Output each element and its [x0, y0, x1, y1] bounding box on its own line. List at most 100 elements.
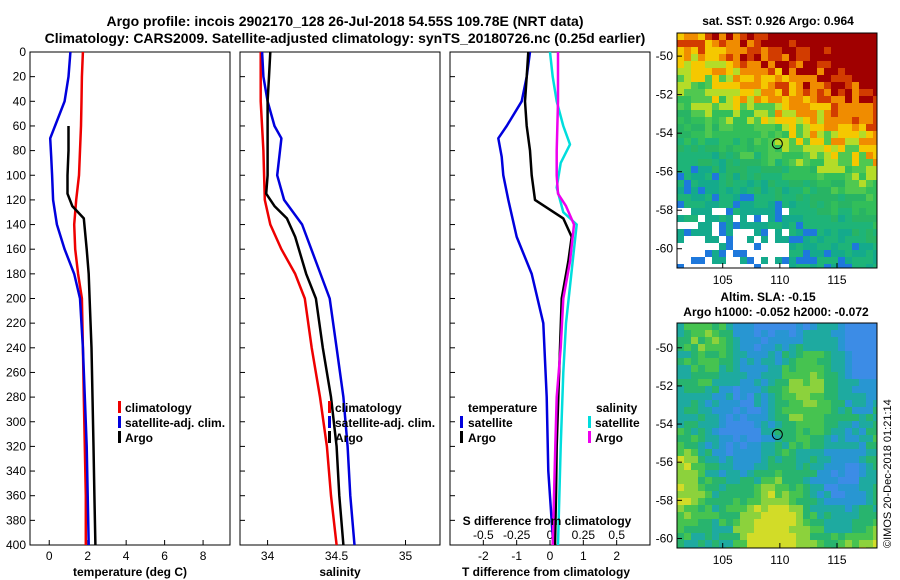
- sst-cell: [705, 264, 712, 268]
- sla-cell: [852, 400, 859, 407]
- sst-cell: [789, 152, 796, 159]
- sla-cell: [859, 379, 866, 386]
- sst-cell: [866, 68, 873, 75]
- map-x-tick-label: 105: [713, 273, 733, 287]
- sla-cell: [845, 323, 852, 330]
- sla-cell: [810, 330, 817, 337]
- sst-cell: [754, 201, 761, 208]
- sla-cell: [810, 414, 817, 421]
- sla-cell: [754, 512, 761, 519]
- sst-cell: [796, 229, 803, 236]
- sst-cell: [768, 47, 775, 54]
- sst-cell: [859, 33, 866, 40]
- sla-cell: [782, 379, 789, 386]
- sst-cell: [719, 215, 726, 222]
- sst-cell: [810, 194, 817, 201]
- sst-cell: [845, 152, 852, 159]
- sst-cell: [754, 187, 761, 194]
- sst-cell: [824, 194, 831, 201]
- sla-cell: [733, 372, 740, 379]
- sla-cell: [712, 533, 719, 540]
- sst-cell: [761, 215, 768, 222]
- sst-cell: [691, 180, 698, 187]
- sst-cell: [698, 236, 705, 243]
- sst-cell: [796, 236, 803, 243]
- sla-cell: [782, 470, 789, 477]
- x-tick-label: 1: [580, 549, 587, 563]
- sst-cell: [712, 145, 719, 152]
- sla-cell: [796, 407, 803, 414]
- sla-cell: [761, 533, 768, 540]
- sst-cell: [810, 131, 817, 138]
- sla-cell: [866, 386, 873, 393]
- depth-axis: 0204060801001201401601802002202402602803…: [6, 45, 35, 552]
- sst-cell: [845, 145, 852, 152]
- sla-cell: [782, 456, 789, 463]
- sla-cell: [817, 344, 824, 351]
- sst-cell: [754, 110, 761, 117]
- sla-cell: [761, 477, 768, 484]
- sla-cell: [719, 330, 726, 337]
- sst-cell: [712, 54, 719, 61]
- sst-cell: [852, 152, 859, 159]
- sla-cell: [803, 449, 810, 456]
- sla-cell: [796, 526, 803, 533]
- sst-cell: [796, 222, 803, 229]
- sst-cell: [684, 96, 691, 103]
- sla-cell: [726, 337, 733, 344]
- sst-cell: [824, 124, 831, 131]
- sla-cell: [803, 379, 810, 386]
- legend-swatch-argo: [118, 431, 121, 443]
- sst-cell: [712, 117, 719, 124]
- sla-cell: [831, 358, 838, 365]
- sla-cell: [705, 512, 712, 519]
- sst-cell: [754, 215, 761, 222]
- sla-cell: [803, 372, 810, 379]
- sst-cell: [740, 152, 747, 159]
- sst-cell: [796, 96, 803, 103]
- sst-cell: [866, 194, 873, 201]
- sst-cell: [796, 187, 803, 194]
- sla-cell: [838, 491, 845, 498]
- sla-cell: [712, 512, 719, 519]
- sst-cell: [761, 229, 768, 236]
- sla-cell: [733, 379, 740, 386]
- sst-cell: [873, 54, 877, 61]
- sst-cell: [740, 173, 747, 180]
- sst-cell: [740, 215, 747, 222]
- sst-cell: [726, 145, 733, 152]
- sla-cell: [747, 407, 754, 414]
- sla-cell: [754, 379, 761, 386]
- sla-cell: [824, 442, 831, 449]
- sst-cell: [761, 131, 768, 138]
- sla-cell: [824, 414, 831, 421]
- sst-cell: [831, 236, 838, 243]
- sla-cell: [768, 365, 775, 372]
- sla-cell: [831, 435, 838, 442]
- sla-cell: [838, 386, 845, 393]
- sst-cell: [866, 47, 873, 54]
- sla-cell: [698, 442, 705, 449]
- sst-cell: [761, 61, 768, 68]
- sla-cell: [684, 414, 691, 421]
- sst-cell: [768, 61, 775, 68]
- sst-cell: [789, 187, 796, 194]
- sst-cell: [733, 243, 740, 250]
- sla-cell: [817, 498, 824, 505]
- sst-cell: [705, 131, 712, 138]
- sla-cell: [873, 498, 877, 505]
- sla-cell: [698, 323, 705, 330]
- sla-cell: [824, 540, 831, 547]
- y-tick-label: 260: [6, 365, 26, 379]
- sst-cell: [838, 103, 845, 110]
- sst-cell: [768, 173, 775, 180]
- sst-cell: [726, 173, 733, 180]
- sst-cell: [775, 61, 782, 68]
- sla-cell: [712, 323, 719, 330]
- sst-cell: [684, 89, 691, 96]
- sla-cell: [740, 323, 747, 330]
- sst-cell: [775, 124, 782, 131]
- sst-cell: [768, 229, 775, 236]
- sla-cell: [754, 540, 761, 547]
- sla-cell: [677, 456, 684, 463]
